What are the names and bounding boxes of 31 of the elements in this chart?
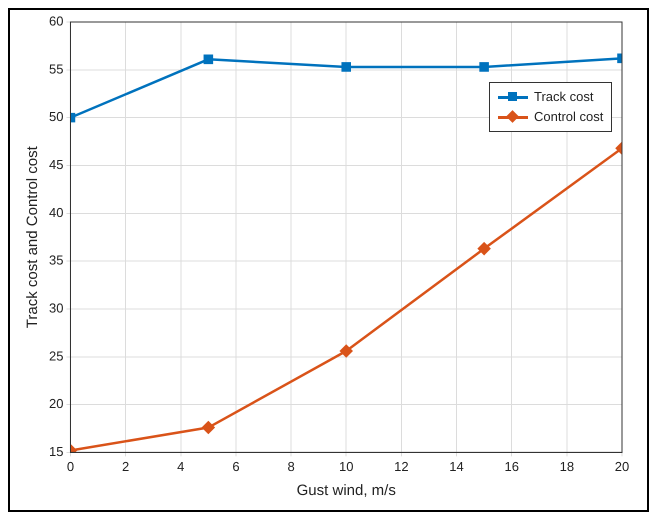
point — [340, 344, 352, 358]
x-tick-label: 0 — [66, 458, 74, 474]
x-tick-label: 4 — [177, 458, 184, 474]
point — [202, 421, 215, 434]
y-tick-label: 30 — [48, 300, 64, 316]
y-tick-label: 55 — [48, 61, 64, 76]
y-tick-label: 50 — [48, 109, 64, 124]
x-tick-label: 16 — [504, 458, 519, 474]
x-tick-label: 12 — [394, 458, 409, 474]
x-tick-label: 18 — [560, 458, 574, 474]
x-tick-label: 20 — [614, 458, 630, 474]
x-tick-label: 14 — [449, 458, 464, 474]
x-tick-label: 10 — [338, 458, 354, 474]
y-tick-label: 45 — [48, 157, 64, 172]
x-tick-label: 2 — [122, 458, 130, 474]
x-axis-title: Gust wind, m/s — [296, 482, 396, 500]
y-tick-label: 60 — [48, 14, 64, 29]
x-tick-label: 8 — [287, 458, 295, 474]
x-tick-label: 6 — [232, 458, 240, 474]
point — [341, 62, 352, 72]
y-tick-label: 35 — [48, 252, 64, 268]
y-tick-label: 25 — [48, 348, 64, 364]
legend-label: Track cost — [534, 88, 594, 106]
y-tick-label: 15 — [48, 444, 64, 459]
y-tick-label: 20 — [48, 396, 64, 412]
point — [204, 54, 214, 64]
legend-label: Control cost — [534, 108, 604, 126]
point — [478, 242, 490, 255]
point — [479, 62, 489, 72]
y-axis-title: Track cost and Control cost — [24, 145, 42, 328]
y-tick-label: 40 — [48, 204, 64, 220]
